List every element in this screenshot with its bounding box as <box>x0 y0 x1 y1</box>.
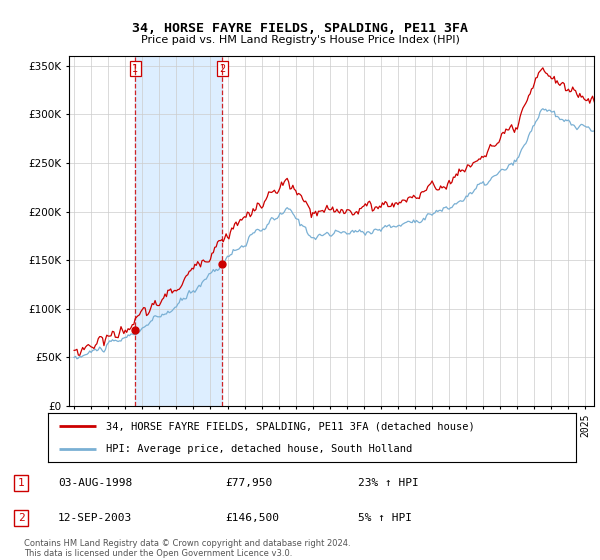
Text: 12-SEP-2003: 12-SEP-2003 <box>58 513 133 523</box>
Text: Price paid vs. HM Land Registry's House Price Index (HPI): Price paid vs. HM Land Registry's House … <box>140 35 460 45</box>
Bar <box>135 56 223 406</box>
Text: HPI: Average price, detached house, South Holland: HPI: Average price, detached house, Sout… <box>106 444 412 454</box>
Text: 34, HORSE FAYRE FIELDS, SPALDING, PE11 3FA (detached house): 34, HORSE FAYRE FIELDS, SPALDING, PE11 3… <box>106 421 475 431</box>
Text: 34, HORSE FAYRE FIELDS, SPALDING, PE11 3FA: 34, HORSE FAYRE FIELDS, SPALDING, PE11 3… <box>132 22 468 35</box>
Text: 5% ↑ HPI: 5% ↑ HPI <box>358 513 412 523</box>
Text: £146,500: £146,500 <box>225 513 279 523</box>
Text: 2: 2 <box>18 513 25 523</box>
Text: £77,950: £77,950 <box>225 478 272 488</box>
Text: Contains HM Land Registry data © Crown copyright and database right 2024.
This d: Contains HM Land Registry data © Crown c… <box>24 539 350 558</box>
Text: 1: 1 <box>132 64 138 74</box>
Text: 1: 1 <box>18 478 25 488</box>
Text: 23% ↑ HPI: 23% ↑ HPI <box>358 478 418 488</box>
Text: 2: 2 <box>219 64 226 74</box>
Text: 03-AUG-1998: 03-AUG-1998 <box>58 478 133 488</box>
